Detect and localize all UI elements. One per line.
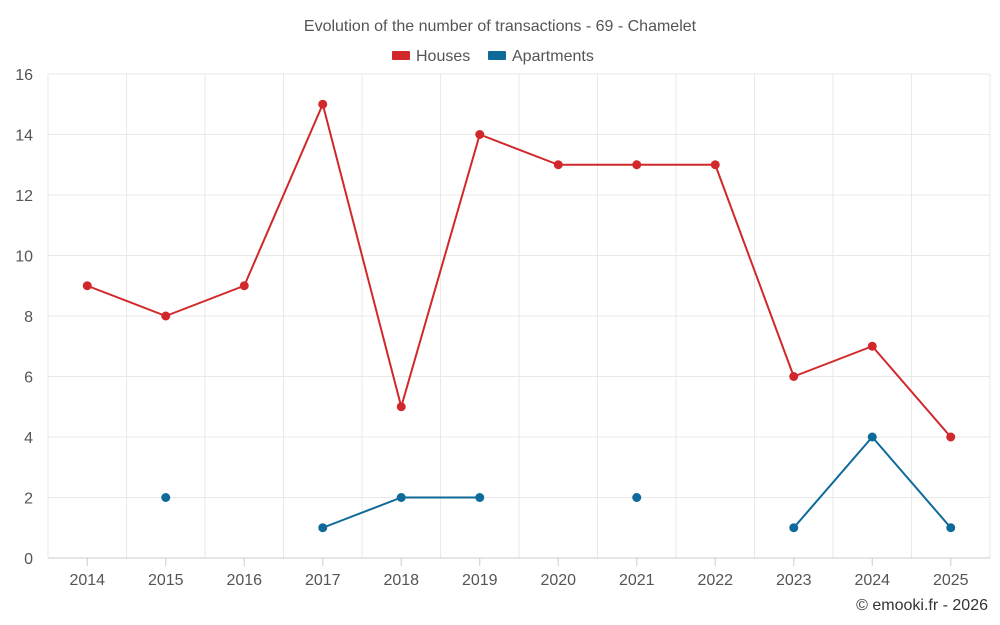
data-point-apartments-2024[interactable] — [867, 432, 877, 442]
data-point-apartments-2017[interactable] — [318, 523, 328, 533]
data-point-houses-2021[interactable] — [632, 160, 642, 170]
data-point-houses-2023[interactable] — [789, 372, 799, 381]
legend-swatch-houses — [392, 51, 410, 60]
y-tick-label: 0 — [24, 551, 33, 568]
data-point-houses-2016[interactable] — [239, 281, 249, 291]
legend-label-houses: Houses — [416, 48, 470, 65]
x-tick-label: 2021 — [619, 572, 655, 589]
x-tick-label: 2022 — [697, 572, 733, 589]
legend: Houses Apartments — [392, 48, 594, 65]
x-tick-label: 2016 — [226, 572, 262, 589]
legend-swatch-apartments — [488, 51, 506, 60]
x-tick-label: 2017 — [305, 572, 341, 589]
data-point-apartments-2015[interactable] — [161, 493, 171, 502]
y-tick-label: 16 — [15, 67, 33, 84]
data-point-apartments-2025[interactable] — [946, 523, 956, 533]
y-tick-label: 8 — [24, 309, 33, 326]
data-point-houses-2024[interactable] — [867, 341, 877, 351]
x-tick-label: 2019 — [462, 572, 498, 589]
y-tick-label: 2 — [24, 491, 33, 508]
x-tick-label: 2020 — [540, 572, 576, 589]
x-tick-label: 2024 — [854, 572, 890, 589]
legend-label-apartments: Apartments — [512, 48, 594, 65]
x-axis-ticks: 2014 2015 2016 2017 2018 2019 2020 2021 2022 2023… — [69, 558, 969, 589]
x-tick-label: 2025 — [933, 572, 969, 589]
series-apartments — [161, 432, 956, 533]
legend-item-houses[interactable]: Houses — [392, 48, 470, 65]
credit-text: © emooki.fr - 2026 — [856, 597, 988, 614]
data-point-apartments-2018[interactable] — [396, 493, 406, 502]
y-tick-label: 6 — [24, 370, 33, 387]
legend-item-apartments[interactable]: Apartments — [488, 48, 594, 65]
x-tick-label: 2023 — [776, 572, 812, 589]
y-axis-ticks: 0 2 4 6 8 10 12 14 16 — [15, 67, 33, 568]
series-group — [82, 99, 956, 533]
data-point-apartments-2019[interactable] — [475, 493, 485, 502]
x-tick-label: 2018 — [383, 572, 419, 589]
data-point-houses-2020[interactable] — [553, 160, 563, 170]
series-line-apartments — [792, 436, 952, 529]
x-tick-label: 2014 — [69, 572, 105, 589]
chart-title: Evolution of the number of transactions … — [304, 18, 697, 35]
data-point-houses-2017[interactable] — [318, 99, 328, 109]
y-tick-label: 14 — [15, 128, 33, 145]
y-tick-label: 4 — [24, 430, 33, 447]
data-point-houses-2018[interactable] — [396, 402, 406, 412]
x-tick-label: 2015 — [148, 572, 184, 589]
data-point-apartments-2023[interactable] — [789, 523, 799, 533]
y-tick-label: 12 — [15, 188, 33, 205]
series-line-houses — [86, 103, 952, 438]
data-point-houses-2022[interactable] — [710, 160, 720, 170]
data-point-houses-2014[interactable] — [82, 281, 92, 291]
data-point-houses-2015[interactable] — [161, 311, 171, 321]
y-tick-label: 10 — [15, 249, 33, 266]
data-point-houses-2025[interactable] — [946, 432, 956, 442]
series-houses — [82, 99, 956, 442]
series-line-apartments — [322, 496, 480, 529]
data-point-apartments-2021[interactable] — [632, 493, 642, 502]
data-point-houses-2019[interactable] — [475, 130, 485, 139]
grid-lines — [47, 73, 991, 558]
